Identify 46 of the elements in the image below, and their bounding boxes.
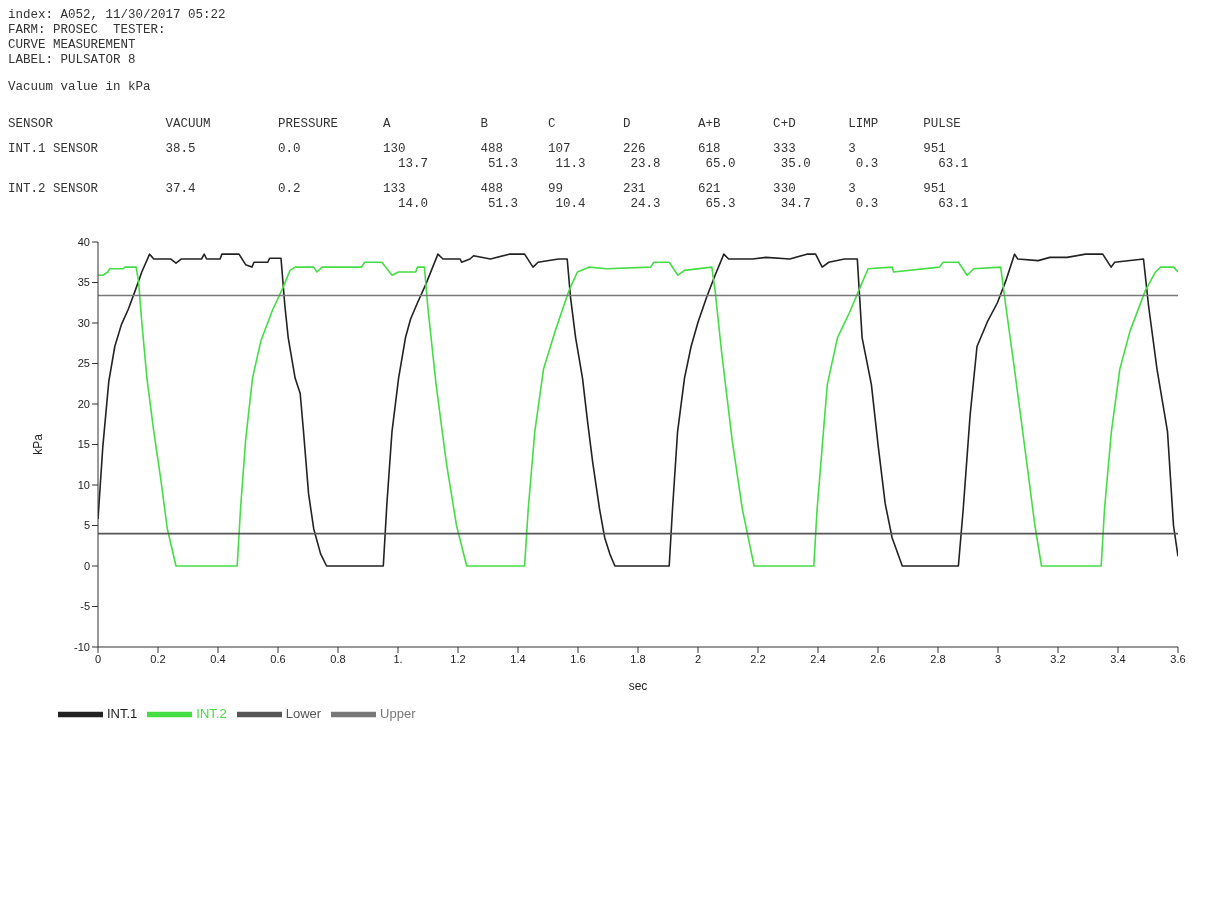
- text: CURVE MEASUREMENT: [8, 38, 137, 53]
- x-tick-label: 1.8: [630, 652, 646, 665]
- y-tick-label: 10: [77, 478, 90, 491]
- text: LABEL: PULSATOR 8: [8, 53, 137, 68]
- legend-label: INT.1: [107, 705, 138, 721]
- x-tick-label: 1.4: [510, 652, 526, 665]
- x-tick-label: 0.2: [150, 652, 166, 665]
- x-tick-label: 1.6: [570, 652, 586, 665]
- y-tick-label: -5: [80, 600, 90, 613]
- x-tick-label: 0.4: [210, 652, 226, 665]
- y-tick-label: 30: [77, 316, 90, 329]
- legend-label: Lower: [285, 705, 322, 721]
- x-tick-label: 0: [94, 652, 102, 665]
- text: INT.1 SENSOR 38.5 0.0 130 488 107 226 618 333 3 951: [8, 142, 947, 157]
- y-tick-label: -10: [74, 640, 90, 653]
- y-tick-label: 20: [77, 397, 90, 410]
- text: index: A052, 11/30/2017 05:22: [8, 8, 227, 23]
- x-tick-label: 3.6: [1170, 652, 1186, 665]
- y-tick-label: 15: [77, 438, 90, 451]
- x-axis-title: sec: [628, 679, 648, 693]
- y-tick-label: 40: [77, 235, 90, 248]
- legend-label: INT.2: [196, 705, 227, 721]
- y-tick-label: 5: [83, 519, 90, 532]
- x-tick-label: 1.2: [450, 652, 466, 665]
- text: INT.2 SENSOR 37.4 0.2 133 488 99 231 621 330 3 951: [8, 182, 947, 197]
- y-axis-title: kPa: [31, 433, 46, 455]
- text: 14.0 51.3 10.4 24.3 65.3 34.7 0.3 63.1: [397, 197, 970, 212]
- x-tick-label: 2.8: [930, 652, 946, 665]
- y-tick-label: 0: [83, 559, 90, 572]
- text: 13.7 51.3 11.3 23.8 65.0 35.0 0.3 63.1: [397, 157, 970, 172]
- x-tick-label: 2.2: [750, 652, 766, 665]
- x-tick-label: 1.: [393, 652, 403, 665]
- x-tick-label: 2: [694, 652, 702, 665]
- x-tick-label: 0.8: [330, 652, 346, 665]
- text: SENSOR VACUUM PRESSURE A B C D A+B C+D LIMP PULSE: [8, 117, 962, 132]
- legend-label: Upper: [380, 705, 416, 721]
- y-tick-label: 35: [77, 276, 90, 289]
- text: FARM: PROSEC TESTER:: [8, 23, 167, 38]
- x-tick-label: 3.4: [1110, 652, 1126, 665]
- x-tick-label: 2.4: [810, 652, 826, 665]
- x-tick-label: 2.6: [870, 652, 886, 665]
- chart-title: Vacuum value in kPa: [8, 80, 152, 95]
- x-tick-label: 3: [994, 652, 1002, 665]
- x-tick-label: 3.2: [1050, 652, 1066, 665]
- y-tick-label: 25: [77, 357, 90, 370]
- x-tick-label: 0.6: [270, 652, 286, 665]
